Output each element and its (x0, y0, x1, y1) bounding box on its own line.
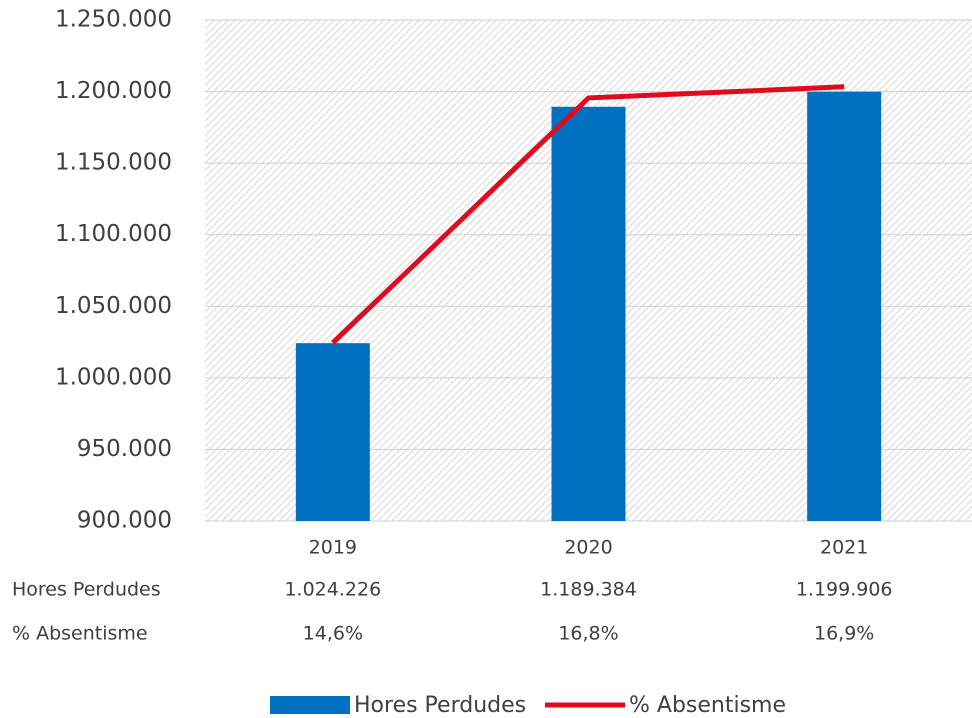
y-tick-label: 1.250.000 (55, 7, 172, 33)
table-cell: 16,8% (558, 623, 618, 645)
legend-label: % Absentisme (629, 693, 786, 718)
x-tick-label: 2021 (820, 537, 868, 559)
y-tick-label: 900.000 (77, 508, 172, 534)
x-tick-label: 2020 (564, 537, 612, 559)
legend-swatch (270, 696, 350, 714)
x-tick-label: 2019 (309, 537, 357, 559)
y-tick-label: 1.050.000 (55, 293, 172, 319)
table-cell: 1.199.906 (796, 579, 893, 601)
table-cell: 1.189.384 (540, 579, 637, 601)
table-row-label: Hores Perdudes (12, 579, 161, 601)
line (331, 84, 845, 345)
bar (551, 106, 626, 522)
y-tick-label: 1.100.000 (55, 221, 172, 247)
legend-label: Hores Perdudes (354, 693, 526, 718)
y-tick-label: 950.000 (77, 436, 172, 462)
table-row-label: % Absentisme (12, 623, 148, 645)
bar (295, 343, 370, 521)
table-cell: 16,9% (814, 623, 874, 645)
y-tick-label: 1.150.000 (55, 150, 172, 176)
table-cell: 14,6% (303, 623, 363, 645)
table-cell: 1.024.226 (284, 579, 381, 601)
bar (807, 91, 882, 521)
y-tick-label: 1.200.000 (55, 78, 172, 104)
y-tick-label: 1.000.000 (55, 364, 172, 390)
